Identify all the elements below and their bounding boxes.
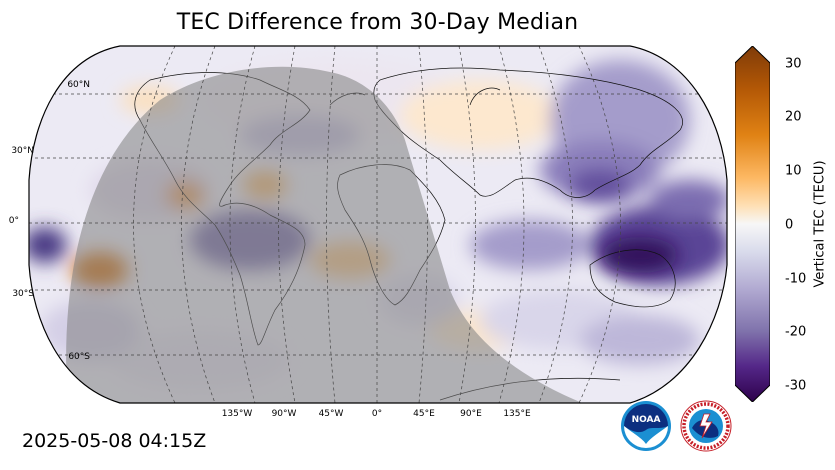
colorbar-tick-20: 20 bbox=[785, 109, 802, 125]
timestamp: 2025-05-08 04:15Z bbox=[22, 430, 207, 452]
colorbar-tick-0: 0 bbox=[785, 217, 794, 233]
lon-label-45w: 45°W bbox=[318, 409, 344, 419]
lon-label-135w: 135°W bbox=[221, 409, 253, 419]
noaa-logo: NOAA bbox=[621, 401, 671, 451]
lat-label-30s: 30°S bbox=[12, 289, 34, 299]
map-field bbox=[29, 46, 727, 403]
colorbar-tick-10: 10 bbox=[785, 163, 802, 179]
colorbar-tick-minus-30: -30 bbox=[785, 378, 807, 394]
lon-label-45e: 45°E bbox=[413, 409, 435, 419]
night-shading bbox=[66, 66, 600, 403]
colorbar-tick-minus-20: -20 bbox=[785, 324, 807, 340]
lat-label-0: 0° bbox=[8, 216, 19, 226]
lon-label-90e: 90°E bbox=[460, 409, 482, 419]
lat-label-60s: 60°S bbox=[68, 352, 90, 362]
graticule bbox=[29, 46, 727, 403]
colorbar bbox=[735, 46, 770, 402]
map-outline bbox=[28, 45, 728, 404]
lon-label-90w: 90°W bbox=[271, 409, 297, 419]
tec-map bbox=[28, 45, 728, 404]
svg-text:NOAA: NOAA bbox=[632, 415, 661, 425]
colorbar-label: Vertical TEC (TECU) bbox=[812, 160, 828, 288]
colorbar-tick-minus-10: -10 bbox=[785, 271, 807, 287]
colorbar-tick-30: 30 bbox=[785, 56, 802, 72]
lat-label-60n: 60°N bbox=[67, 80, 90, 90]
page-title: TEC Difference from 30-Day Median bbox=[176, 10, 579, 35]
lon-label-135e: 135°E bbox=[503, 409, 531, 419]
lon-label-0: 0° bbox=[371, 409, 383, 419]
lat-label-30n: 30°N bbox=[11, 146, 34, 156]
nws-logo bbox=[680, 400, 732, 452]
